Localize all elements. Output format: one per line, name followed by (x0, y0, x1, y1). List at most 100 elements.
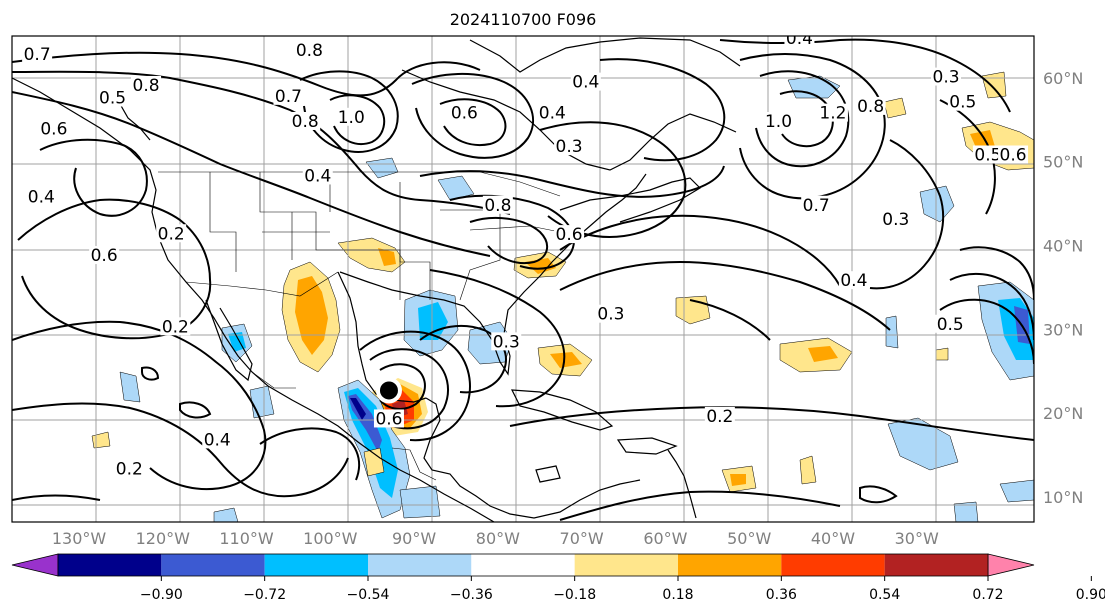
contour-label-background (290, 111, 321, 130)
contour-label: 0.5 (99, 89, 126, 109)
contour-label-background (784, 36, 815, 48)
contour-label: 0.7 (24, 45, 51, 65)
centralamerica-cold-patch (399, 485, 441, 519)
tropical-atlantic-cold-patch (887, 417, 959, 471)
contour-label-background (880, 210, 911, 229)
contour-label: 0.5 (974, 146, 1001, 166)
caribbean-orange-core (730, 474, 746, 486)
bahamas-orange-core (550, 352, 582, 368)
contour-label-background (156, 224, 187, 243)
contour-label: 0.2 (158, 224, 185, 244)
latitude-label: 30°N (1043, 320, 1083, 339)
colorbar-tick-label: 0.36 (766, 587, 797, 603)
contour-label: 0.8 (296, 41, 323, 61)
icelandic-warm-patch (883, 97, 907, 119)
contour-label: 1.0 (765, 112, 792, 132)
great-lakes-cold-patch (437, 175, 475, 201)
contour-label: 0.3 (597, 305, 624, 325)
contour-label: 0.6 (40, 120, 67, 140)
contour-label-background (763, 111, 794, 130)
contour-label: 0.2 (116, 460, 143, 480)
contour-label: 0.4 (28, 187, 55, 207)
contour-label-background (855, 96, 886, 115)
tropical-atlantic-cold-patch-3 (953, 501, 979, 522)
longitude-label: 30°W (895, 529, 939, 548)
colorbar: −0.90 −0.72 −0.54 −0.36 −0.18 0.18 0.36 0.54 0.7… (11, 553, 1105, 603)
colorbar-min-extension (11, 553, 59, 577)
colorbar-segment (471, 554, 575, 576)
colorbar-tick-label: 0.72 (972, 587, 1003, 603)
contour-label: 0.4 (204, 430, 231, 450)
contour-label-background (817, 103, 848, 122)
colorbar-tick-label: −0.36 (450, 587, 493, 603)
contour-label: 0.6 (91, 246, 118, 266)
pacific-cold-patch-3 (213, 507, 239, 522)
southern-mexico-warm-patch (363, 447, 385, 477)
contour-label: 0.4 (304, 166, 331, 186)
colorbar-tick-label: −0.72 (243, 587, 286, 603)
contour-label: 0.2 (162, 317, 189, 337)
latitude-label: 10°N (1043, 488, 1083, 507)
coastlines (12, 37, 741, 522)
contour-label: 0.8 (484, 196, 511, 216)
contour-label-background (801, 195, 832, 214)
contour-label-background (449, 103, 480, 122)
pacific-cold-patch-1 (119, 371, 141, 403)
colorbar-tick-label: 0.54 (869, 587, 900, 603)
contour-label: 0.8 (857, 97, 884, 117)
colorbar-segment (781, 554, 885, 576)
contour-label: 0.4 (539, 104, 566, 124)
latitude-label: 60°N (1043, 69, 1083, 88)
contour-label: 0.6 (1000, 146, 1027, 166)
contour-label: 0.6 (451, 104, 478, 124)
contour-label: 1.2 (819, 104, 846, 124)
colorbar-tick-label: 0.90 (1076, 587, 1105, 603)
contour-label-background (38, 119, 69, 138)
colorbar-max-extension (987, 553, 1035, 577)
atlantic-cold-small (885, 315, 899, 349)
contour-label: 0.3 (933, 68, 960, 88)
longitude-label: 40°W (811, 529, 855, 548)
gulf-storm-cold-band-navy (350, 398, 366, 420)
contour-label-background (537, 103, 568, 122)
louisiana-cold-core (418, 302, 448, 340)
contour-label-background (336, 107, 367, 126)
contour-label: 0.5 (949, 93, 976, 113)
longitude-label: 50°W (727, 529, 771, 548)
colorbar-segment (574, 554, 678, 576)
contour-label-background (273, 86, 304, 105)
colorbar-tick-label: −0.54 (347, 587, 390, 603)
political-borders (158, 171, 561, 481)
latitude-label: 20°N (1043, 404, 1083, 423)
east-caribbean-warm-patch (799, 455, 817, 485)
longitude-label: 60°W (643, 529, 687, 548)
contour-label: 0.3 (493, 332, 520, 352)
contour-label: 0.4 (572, 73, 599, 93)
contour-label-background (26, 187, 57, 206)
texas-orange-core (378, 248, 396, 266)
contour-label: 0.8 (292, 112, 319, 132)
latitude-label: 50°N (1043, 153, 1083, 172)
latitude-axis-labels: 60°N 50°N 40°N 30°N 20°N 10°N (1043, 69, 1083, 507)
tropical-atlantic-cold-patch-2 (999, 479, 1034, 503)
latitude-label: 40°N (1043, 236, 1083, 255)
contour-label: 0.5 (937, 315, 964, 335)
contour-label: 1.0 (338, 108, 365, 128)
storm-center-marker (375, 377, 402, 404)
contour-label: 0.4 (786, 29, 813, 49)
contour-label: 0.7 (803, 196, 830, 216)
colorbar-tick-label: −0.18 (553, 587, 596, 603)
contour-label-background (595, 304, 626, 323)
midatlantic-cold-patch (919, 185, 955, 223)
contour-label: 0.4 (840, 271, 867, 291)
colorbar-segment (368, 554, 472, 576)
contour-label-background (491, 332, 522, 351)
contour-label: 0.2 (706, 407, 733, 427)
contour-labels: 0.70.80.50.60.40.20.60.80.70.80.41.0 0.6 0… (22, 29, 1029, 480)
contour-label-background (202, 430, 233, 449)
contour-label-background (97, 88, 128, 107)
longitude-label: 90°W (392, 529, 436, 548)
contour-label-background (947, 92, 978, 111)
contour-label: 0.6 (556, 225, 583, 245)
